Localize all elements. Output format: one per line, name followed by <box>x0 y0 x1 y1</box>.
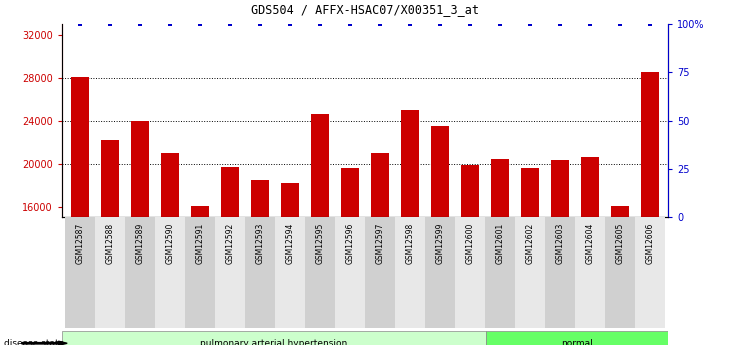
Bar <box>431 126 449 345</box>
Bar <box>551 160 569 345</box>
Text: GDS504 / AFFX-HSAC07/X00351_3_at: GDS504 / AFFX-HSAC07/X00351_3_at <box>251 3 479 17</box>
Text: GSM12588: GSM12588 <box>106 223 115 264</box>
Bar <box>485 217 515 328</box>
Bar <box>275 217 305 328</box>
Bar <box>62 331 486 345</box>
Bar <box>311 114 329 345</box>
Bar <box>401 110 419 345</box>
Bar <box>155 217 185 328</box>
Bar <box>305 217 335 328</box>
Bar <box>341 168 359 345</box>
Bar <box>281 183 299 345</box>
Bar <box>335 217 365 328</box>
Text: normal: normal <box>561 339 593 345</box>
Text: GSM12603: GSM12603 <box>556 223 564 264</box>
Bar <box>455 217 485 328</box>
Bar <box>191 206 209 345</box>
Bar <box>486 331 668 345</box>
Bar <box>95 217 125 328</box>
Bar <box>521 168 539 345</box>
Bar <box>545 217 575 328</box>
Bar <box>365 217 395 328</box>
Bar <box>491 159 509 345</box>
Bar <box>215 217 245 328</box>
Bar <box>635 217 665 328</box>
Bar <box>425 217 455 328</box>
Text: GSM12604: GSM12604 <box>585 223 594 264</box>
Bar <box>101 140 119 345</box>
Bar <box>575 217 605 328</box>
Bar <box>251 180 269 345</box>
Text: GSM12605: GSM12605 <box>615 223 624 264</box>
Bar <box>371 153 389 345</box>
Text: GSM12593: GSM12593 <box>255 223 264 264</box>
Text: GSM12587: GSM12587 <box>75 223 85 264</box>
Bar <box>185 217 215 328</box>
Text: GSM12602: GSM12602 <box>526 223 534 264</box>
Text: GSM12592: GSM12592 <box>226 223 234 264</box>
Bar <box>395 217 425 328</box>
Bar <box>65 217 95 328</box>
Bar <box>605 217 635 328</box>
Text: GSM12596: GSM12596 <box>345 223 355 264</box>
Bar <box>581 157 599 345</box>
Bar <box>125 217 155 328</box>
Text: GSM12606: GSM12606 <box>645 223 655 264</box>
Text: GSM12601: GSM12601 <box>496 223 504 264</box>
Text: GSM12590: GSM12590 <box>166 223 174 264</box>
Bar <box>461 165 479 345</box>
Text: GSM12594: GSM12594 <box>285 223 294 264</box>
Text: GSM12599: GSM12599 <box>436 223 445 264</box>
Text: GSM12597: GSM12597 <box>375 223 385 264</box>
Text: GSM12598: GSM12598 <box>405 223 415 264</box>
Bar <box>641 72 659 345</box>
Text: GSM12595: GSM12595 <box>315 223 325 264</box>
Bar <box>71 77 89 345</box>
Text: GSM12589: GSM12589 <box>136 223 145 264</box>
Text: pulmonary arterial hypertension: pulmonary arterial hypertension <box>201 339 347 345</box>
Bar <box>611 206 629 345</box>
Text: disease state: disease state <box>4 339 64 345</box>
Text: GSM12600: GSM12600 <box>466 223 474 264</box>
Text: GSM12591: GSM12591 <box>196 223 204 264</box>
Bar <box>131 121 149 345</box>
Bar <box>515 217 545 328</box>
Bar <box>221 167 239 345</box>
Bar <box>245 217 275 328</box>
Bar <box>161 153 179 345</box>
